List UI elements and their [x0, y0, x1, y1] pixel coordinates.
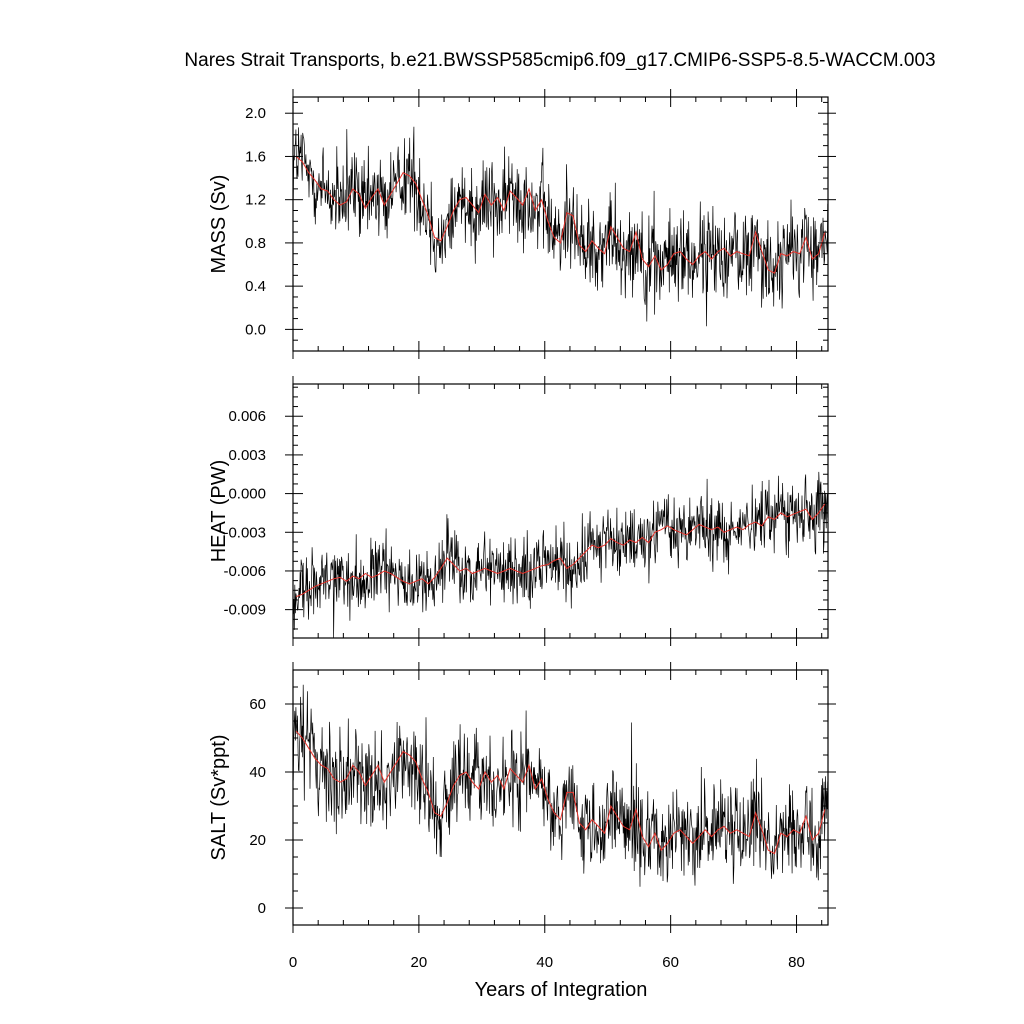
annual-mean-line	[295, 503, 826, 598]
y-axis-title: MASS (Sv)	[208, 175, 230, 274]
x-tick-label: 40	[536, 954, 553, 971]
x-tick-label: 0	[289, 954, 297, 971]
annual-mean-line	[295, 730, 826, 855]
y-axis-title: SALT (Sv*ppt)	[208, 735, 230, 861]
mass-panel: 0.0 0.4 0.8 1.2 1.6 2.0 MASS (Sv)	[208, 89, 836, 359]
y-tick-label: 60	[249, 696, 266, 713]
x-axis-title: Years of Integration	[475, 979, 648, 1001]
y-axis-title: HEAT (PW)	[208, 460, 230, 563]
panel-frame	[292, 383, 829, 639]
y-tick-label: 0.000	[228, 486, 266, 503]
y-tick-label: 0.0	[245, 321, 266, 338]
y-tick-label: -0.003	[223, 524, 266, 541]
y-tick-label: 0.4	[245, 278, 266, 295]
y-tick-label: 40	[249, 764, 266, 781]
y-tick-label: 0.8	[245, 235, 266, 252]
y-tick-label: 0.003	[228, 447, 266, 464]
salt-panel: 0 20 40 60 SALT (Sv*ppt) 0 20 40 60 80	[208, 662, 836, 971]
monthly-series-line	[293, 471, 828, 638]
panel-frame	[292, 669, 829, 926]
y-tick-label: 1.2	[245, 192, 266, 209]
monthly-series-line	[293, 126, 828, 327]
y-tick-label: -0.006	[223, 563, 266, 580]
chart-title: Nares Strait Transports, b.e21.BWSSP585c…	[184, 50, 935, 71]
panel-frame	[292, 96, 829, 352]
y-tick-label: 20	[249, 832, 266, 849]
y-tick-label: -0.009	[223, 602, 266, 619]
y-tick-label: 2.0	[245, 105, 266, 122]
x-tick-label: 20	[411, 954, 428, 971]
y-tick-label: 1.6	[245, 148, 266, 165]
annual-mean-line	[295, 156, 826, 274]
heat-panel: -0.009 -0.006 -0.003 0.000 0.003 0.006 HEAT (P…	[208, 376, 836, 646]
y-tick-label: 0	[258, 900, 266, 917]
x-tick-label: 60	[662, 954, 679, 971]
y-tick-label: 0.006	[228, 408, 266, 425]
x-tick-label: 80	[788, 954, 805, 971]
monthly-series-line	[293, 684, 828, 887]
